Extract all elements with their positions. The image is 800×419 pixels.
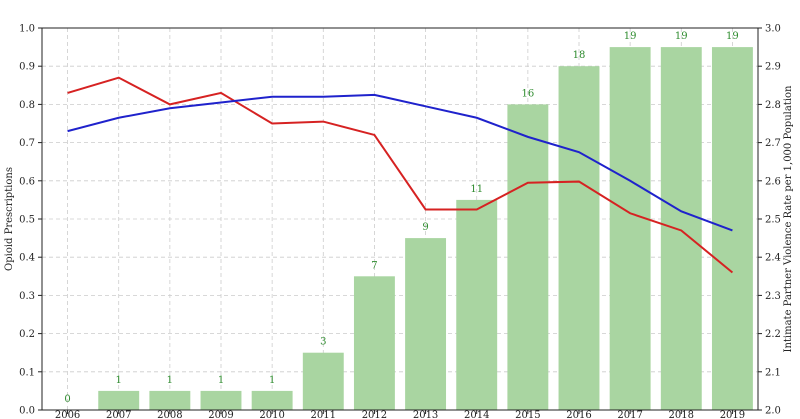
y2-tick-label: 2.5 [765,215,781,226]
y-tick-label: 0.1 [19,367,35,378]
bar [456,199,498,410]
bar-value-label: 9 [422,222,428,233]
y2-tick-label: 2.2 [765,329,781,340]
line-series [67,76,734,274]
bar-value-label: 11 [470,184,483,195]
bar [302,352,344,410]
y2-tick-label: 2.1 [765,367,781,378]
bar-value-label: 18 [573,50,586,61]
y-tick-label: 0.2 [19,329,35,340]
x-tick-label: 2009 [208,410,233,419]
bar [660,47,702,410]
bar [353,276,395,410]
y2-tick-label: 2.6 [765,176,781,187]
x-tick-label: 2012 [362,410,387,419]
y-axis-label: Opioid Prescriptions [4,167,15,271]
bar-value-label: 19 [675,31,688,42]
x-tick-label: 2018 [669,410,694,419]
y2-tick-label: 2.4 [765,253,781,264]
bar-value-label: 1 [116,375,122,386]
bar [251,390,293,410]
y2-tick-label: 2.3 [765,291,781,302]
bar [711,47,753,410]
x-tick-label: 2015 [515,410,540,419]
y-tick-label: 0.0 [19,406,35,417]
y2-tick-label: 2.8 [765,100,781,111]
y2-tick-label: 3.0 [765,24,781,35]
y2-tick-label: 2.9 [765,62,781,73]
bar [609,47,651,410]
y-tick-label: 0.5 [19,215,35,226]
bar [149,390,191,410]
bar [507,104,549,411]
x-tick-label: 2013 [413,410,438,419]
x-tick-label: 2011 [311,410,336,419]
bar [98,390,140,410]
bar-value-label: 7 [371,260,377,271]
x-tick-label: 2016 [566,410,591,419]
bar [558,66,600,410]
bar-value-label: 19 [726,31,739,42]
x-tick-label: 2010 [259,410,284,419]
x-tick-label: 2008 [157,410,182,419]
y2-tick-label: 2.7 [765,138,781,149]
y-tick-label: 0.9 [19,62,35,73]
x-tick-label: 2019 [720,410,745,419]
y-tick-label: 1.0 [19,24,35,35]
y2-tick-label: 2.0 [765,406,781,417]
y-tick-label: 0.4 [19,253,35,264]
bar-value-label: 16 [521,88,534,99]
line-series [67,93,733,232]
x-tick-label: 2014 [464,410,489,419]
bar-value-label: 0 [64,394,70,405]
bar-value-label: 1 [218,375,224,386]
plot-frame [41,27,759,411]
y2-axis-label: Intimate Partner Violence Rate per 1,000… [783,85,794,353]
y-tick-label: 0.7 [19,138,35,149]
x-tick-label: 2017 [617,410,642,419]
bar [200,390,242,410]
bar-value-label: 3 [320,337,326,348]
bar-value-label: 1 [167,375,173,386]
bar-value-label: 1 [269,375,275,386]
bar [405,238,447,410]
x-tick-label: 2007 [106,410,131,419]
y-tick-label: 0.8 [19,100,35,111]
bar-value-label: 19 [624,31,637,42]
y-tick-label: 0.3 [19,291,35,302]
x-tick-label: 2006 [55,410,80,419]
y-tick-label: 0.6 [19,176,35,187]
